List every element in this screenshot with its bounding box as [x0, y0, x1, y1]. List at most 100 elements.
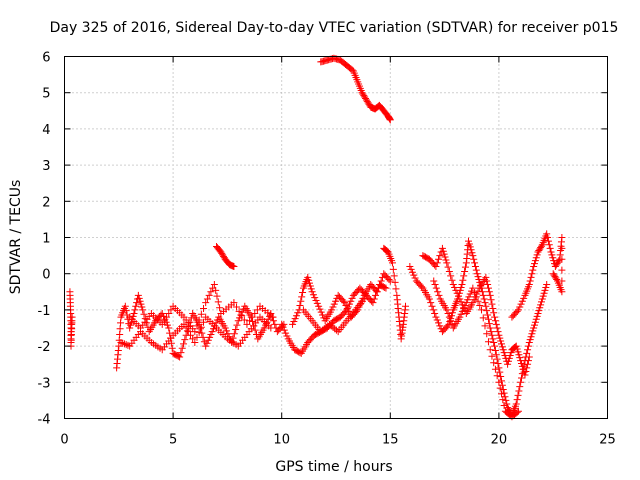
- data-point: [555, 257, 563, 265]
- data-point: [517, 357, 525, 365]
- data-point: [202, 342, 210, 350]
- data-point: [328, 306, 336, 314]
- data-point: [482, 273, 490, 281]
- series-segment-3: [117, 313, 275, 354]
- data-point: [494, 328, 502, 336]
- data-point: [502, 396, 510, 404]
- data-point: [540, 289, 548, 297]
- data-point: [554, 258, 562, 266]
- data-point: [163, 313, 171, 321]
- data-point: [325, 320, 333, 328]
- data-point: [523, 364, 531, 372]
- data-point: [443, 306, 451, 314]
- y-tick-label: -2: [38, 340, 51, 355]
- data-point: [316, 305, 324, 313]
- data-point: [345, 300, 353, 308]
- data-point: [348, 294, 356, 302]
- data-point: [490, 338, 498, 346]
- data-point: [163, 321, 171, 329]
- data-point: [177, 349, 185, 357]
- data-point: [496, 368, 504, 376]
- data-point: [317, 328, 325, 336]
- data-point: [283, 332, 291, 340]
- data-point: [440, 250, 448, 258]
- data-point: [484, 311, 492, 319]
- data-point: [513, 307, 521, 315]
- data-point: [329, 323, 337, 331]
- data-point: [481, 299, 489, 307]
- data-point: [121, 302, 129, 310]
- data-point: [230, 262, 238, 270]
- x-tick-label: 10: [273, 433, 290, 448]
- data-point: [524, 360, 532, 368]
- data-point: [512, 400, 520, 408]
- data-point: [375, 284, 383, 292]
- data-point: [537, 244, 545, 252]
- data-point: [521, 371, 529, 379]
- data-point: [430, 277, 438, 285]
- data-point: [486, 346, 494, 354]
- data-point: [411, 274, 419, 282]
- data-point: [267, 324, 275, 332]
- data-point: [507, 349, 515, 357]
- data-point: [402, 302, 410, 310]
- data-point: [160, 312, 168, 320]
- data-point: [464, 296, 472, 304]
- data-point: [495, 331, 503, 339]
- data-point: [158, 320, 166, 328]
- data-point: [435, 291, 443, 299]
- data-point: [306, 279, 314, 287]
- data-point: [514, 407, 522, 415]
- data-point: [461, 263, 469, 271]
- data-point: [223, 327, 231, 335]
- x-tick-label: 15: [382, 433, 399, 448]
- data-point: [464, 237, 472, 245]
- data-point: [291, 315, 299, 323]
- data-point: [432, 313, 440, 321]
- x-tick-label: 25: [599, 433, 616, 448]
- data-point: [382, 247, 390, 255]
- data-point: [500, 401, 508, 409]
- data-point: [459, 276, 467, 284]
- data-point: [444, 310, 452, 318]
- data-point: [237, 311, 245, 319]
- data-point: [331, 325, 339, 333]
- data-point: [132, 302, 140, 310]
- data-point: [518, 297, 526, 305]
- data-point: [550, 271, 558, 279]
- y-axis-label: SDTVAR / TECUs: [8, 180, 24, 295]
- data-point: [122, 307, 130, 315]
- data-point: [465, 293, 473, 301]
- data-point: [246, 317, 254, 325]
- data-point: [558, 244, 566, 252]
- data-point: [469, 284, 477, 292]
- data-point: [516, 383, 524, 391]
- data-point: [193, 333, 201, 341]
- data-point: [230, 299, 238, 307]
- data-point: [456, 295, 464, 303]
- data-point: [518, 362, 526, 370]
- data-point: [262, 321, 270, 329]
- data-point: [515, 387, 523, 395]
- series-segment-12: [419, 244, 533, 379]
- data-point: [391, 278, 399, 286]
- data-point: [531, 260, 539, 268]
- data-point: [196, 325, 204, 333]
- data-point: [457, 298, 465, 306]
- data-point: [467, 246, 475, 254]
- data-point: [165, 310, 173, 318]
- data-point: [460, 304, 468, 312]
- data-point: [299, 289, 307, 297]
- data-point: [362, 94, 370, 102]
- data-point: [487, 296, 495, 304]
- data-point: [184, 328, 192, 336]
- data-point: [497, 337, 505, 345]
- data-point: [483, 307, 491, 315]
- data-point: [532, 254, 540, 262]
- data-point: [531, 318, 539, 326]
- data-point: [531, 257, 539, 265]
- data-point: [131, 306, 139, 314]
- data-point: [517, 378, 525, 386]
- data-point: [433, 316, 441, 324]
- data-point: [120, 340, 128, 348]
